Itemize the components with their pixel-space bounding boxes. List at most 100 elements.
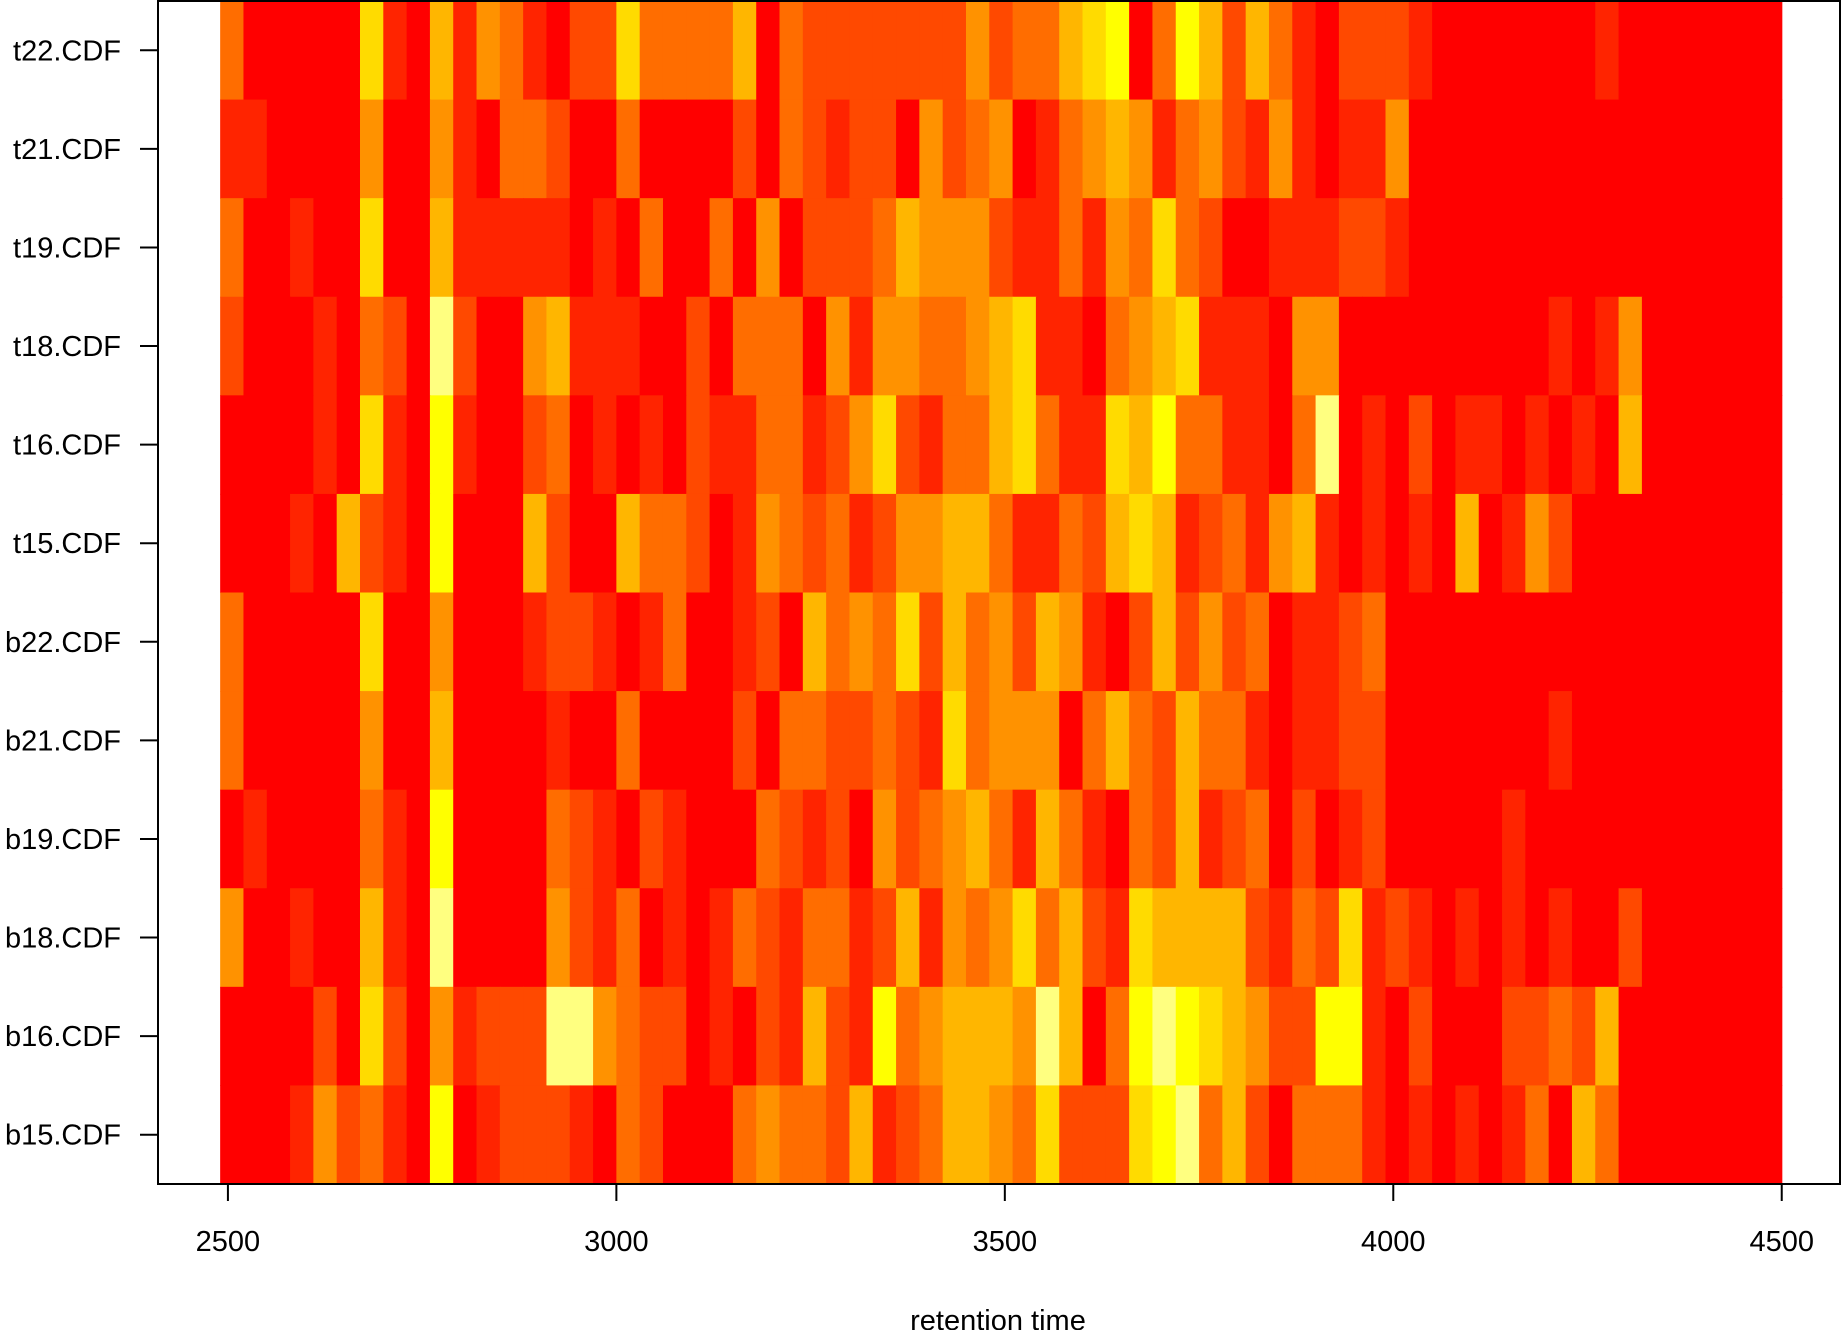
heatmap-cell — [709, 1, 734, 101]
heatmap-cell — [1222, 986, 1247, 1087]
heatmap-cell — [1315, 198, 1340, 298]
heatmap-cell — [1502, 493, 1526, 594]
heatmap-cell — [406, 789, 431, 889]
heatmap-cell — [1362, 198, 1387, 298]
heatmap-cell — [662, 691, 687, 791]
heatmap-cell — [802, 99, 827, 199]
heatmap-cell — [919, 1, 944, 101]
heatmap-cell — [336, 592, 361, 692]
heatmap-cell — [383, 789, 408, 889]
heatmap-cell — [243, 691, 268, 791]
heatmap-cell — [406, 395, 431, 495]
heatmap-cell — [1268, 99, 1293, 199]
heatmap-cell — [313, 1, 338, 101]
heatmap-cell — [1338, 493, 1363, 594]
heatmap-cell — [1385, 198, 1410, 298]
heatmap-cell — [429, 592, 454, 692]
heatmap-cell — [1618, 888, 1643, 988]
heatmap-cell — [872, 198, 897, 298]
heatmap-cell — [1548, 1, 1573, 101]
heatmap-cell — [1105, 493, 1130, 594]
heatmap-cell — [569, 592, 594, 692]
heatmap-cell — [266, 888, 291, 988]
heatmap-cell — [1432, 1, 1457, 101]
y-axis: t22.CDF t21.CDF t19.CDF t18.CDF t16.CDF t15.C… — [5, 35, 158, 1152]
heatmap-cell — [569, 198, 594, 298]
heatmap-cell — [942, 1, 967, 101]
heatmap-cell — [872, 986, 897, 1087]
heatmap-cell — [1571, 789, 1596, 889]
heatmap-cell — [1129, 986, 1154, 1087]
heatmap-cell — [662, 1, 687, 101]
heatmap-cell — [1432, 986, 1457, 1087]
heatmap-cell — [1338, 296, 1363, 396]
heatmap-cell — [266, 198, 291, 298]
heatmap-cell — [1665, 1085, 1690, 1185]
heatmap-cell — [569, 395, 594, 495]
heatmap-cell — [429, 296, 454, 396]
heatmap-cell — [1665, 395, 1690, 495]
heatmap-cell — [1641, 99, 1666, 199]
heatmap-cell — [942, 395, 967, 495]
y-tick-label: b21.CDF — [5, 725, 121, 757]
heatmap-cell — [1362, 986, 1387, 1087]
heatmap-cell — [1758, 198, 1783, 298]
heatmap-cell — [1082, 888, 1107, 988]
heatmap-cell — [779, 592, 804, 692]
heatmap-cell — [1665, 493, 1690, 594]
heatmap-cell — [849, 99, 874, 199]
heatmap-cell — [476, 592, 501, 692]
heatmap-cell — [849, 198, 874, 298]
heatmap-cell — [1525, 1, 1550, 101]
heatmap-cell — [1059, 691, 1084, 791]
heatmap-cell — [639, 789, 664, 889]
heatmap-cell — [1432, 691, 1457, 791]
heatmap-cell — [546, 691, 571, 791]
heatmap-cell — [1035, 986, 1060, 1087]
heatmap-cell — [1525, 296, 1550, 396]
heatmap-cell — [1199, 789, 1223, 889]
heatmap-cell — [1199, 1, 1223, 101]
heatmap-cell — [1292, 986, 1317, 1087]
heatmap-cell — [1035, 493, 1060, 594]
heatmap-cell — [429, 691, 454, 791]
heatmap-cell — [593, 1, 617, 101]
heatmap-cell — [1502, 592, 1526, 692]
heatmap-cell — [662, 198, 687, 298]
heatmap-cell — [1408, 789, 1433, 889]
heatmap-cell — [313, 986, 338, 1087]
heatmap-cell — [1245, 493, 1270, 594]
heatmap-cell — [1502, 296, 1526, 396]
heatmap-cell — [1571, 395, 1596, 495]
heatmap-cell — [639, 1085, 664, 1185]
heatmap-cell — [779, 986, 804, 1087]
heatmap-cell — [942, 1085, 967, 1185]
heatmap-cell — [243, 888, 268, 988]
heatmap-cell — [662, 395, 687, 495]
heatmap-cell — [896, 592, 920, 692]
heatmap-cell — [1152, 493, 1177, 594]
heatmap-cell — [1525, 592, 1550, 692]
heatmap-cell — [1502, 1085, 1526, 1185]
heatmap-cell — [1735, 1085, 1760, 1185]
heatmap-cell — [220, 1, 245, 101]
heatmap-cell — [1758, 592, 1783, 692]
heatmap-cell — [1595, 888, 1620, 988]
heatmap-cell — [1525, 395, 1550, 495]
heatmap-cell — [1199, 888, 1223, 988]
heatmap-cell — [220, 296, 245, 396]
heatmap-cell — [1711, 395, 1736, 495]
heatmap-cell — [1548, 395, 1573, 495]
heatmap-cell — [1665, 789, 1690, 889]
heatmap-cell — [1059, 1085, 1084, 1185]
heatmap-cell — [1105, 395, 1130, 495]
heatmap-cell — [290, 691, 314, 791]
heatmap-cell — [849, 789, 874, 889]
heatmap-cell — [756, 986, 781, 1087]
heatmap-cell — [896, 1, 920, 101]
heatmap-cell — [965, 986, 990, 1087]
heatmap-cell — [965, 99, 990, 199]
heatmap-cell — [849, 1, 874, 101]
heatmap-cell — [1268, 691, 1293, 791]
